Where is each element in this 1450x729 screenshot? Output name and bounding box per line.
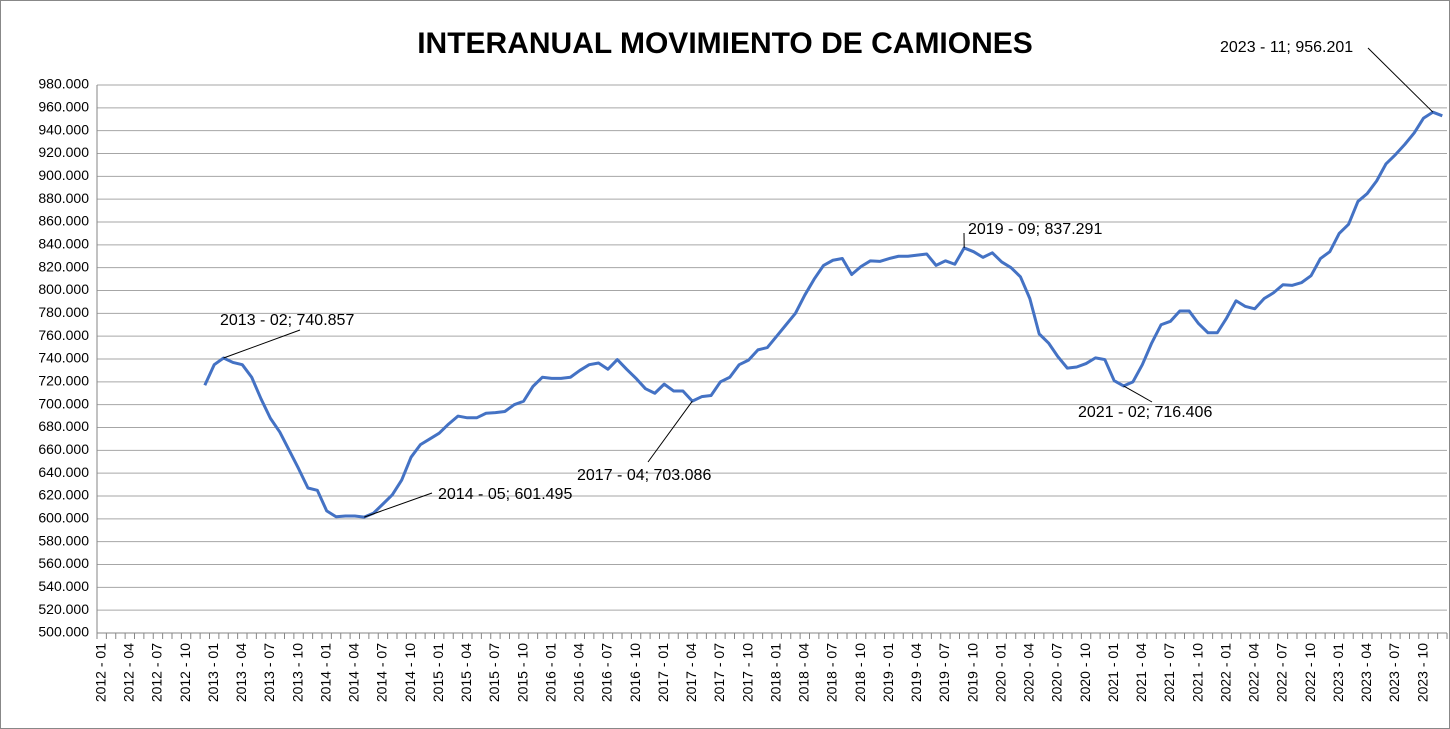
y-tick-label: 780.000 <box>38 304 89 320</box>
data-line <box>203 110 1443 519</box>
annotation: 2019 - 09; 837.291 <box>968 221 1102 238</box>
x-tick-label: 2023 - 04 <box>1358 643 1374 702</box>
y-tick-label: 500.000 <box>38 624 89 640</box>
x-tick-label: 2015 - 04 <box>458 643 474 702</box>
x-tick-label: 2017 - 10 <box>739 643 755 702</box>
y-tick-label: 540.000 <box>38 578 89 594</box>
y-tick-label: 920.000 <box>38 144 89 160</box>
annotation: 2013 - 02; 740.857 <box>220 312 354 329</box>
annotation-leader <box>364 492 433 518</box>
x-tick-label: 2013 - 04 <box>233 643 249 702</box>
x-tick-label: 2021 - 07 <box>1161 643 1177 702</box>
x-tick-label: 2016 - 04 <box>571 643 587 702</box>
y-tick-label: 660.000 <box>38 441 89 457</box>
x-tick-label: 2017 - 01 <box>655 643 671 702</box>
x-tick-label: 2021 - 01 <box>1105 643 1121 702</box>
x-tick-label: 2018 - 04 <box>796 643 812 702</box>
x-tick-label: 2014 - 04 <box>346 643 362 702</box>
y-tick-label: 800.000 <box>38 281 89 297</box>
y-tick-label: 900.000 <box>38 167 89 183</box>
x-tick-label: 2020 - 10 <box>1077 643 1093 702</box>
y-tick-label: 600.000 <box>38 510 89 526</box>
x-tick-label: 2014 - 01 <box>317 643 333 702</box>
annotation-leader <box>223 329 301 359</box>
x-tick-label: 2013 - 10 <box>289 643 305 702</box>
y-tick-label: 680.000 <box>38 418 89 434</box>
x-tick-label: 2022 - 04 <box>1246 643 1262 702</box>
chart-title: INTERANUAL MOVIMIENTO DE CAMIONES <box>417 27 1033 60</box>
annotation: 2023 - 11; 956.201 <box>1220 39 1353 56</box>
y-tick-label: 980.000 <box>38 76 89 92</box>
x-tick-label: 2017 - 07 <box>711 643 727 702</box>
y-tick-label: 760.000 <box>38 327 89 343</box>
x-tick-label: 2019 - 10 <box>964 643 980 702</box>
x-tick-label: 2012 - 07 <box>149 643 165 702</box>
x-tick-label: 2015 - 01 <box>430 643 446 702</box>
x-tick-label: 2020 - 07 <box>1049 643 1065 702</box>
x-tick-label: 2019 - 07 <box>936 643 952 702</box>
y-tick-label: 940.000 <box>38 121 89 137</box>
x-tick-label: 2015 - 10 <box>514 643 530 702</box>
y-tick-label: 700.000 <box>38 395 89 411</box>
x-tick-label: 2016 - 07 <box>599 643 615 702</box>
x-tick-label: 2022 - 07 <box>1274 643 1290 702</box>
x-tick-label: 2012 - 04 <box>121 643 137 702</box>
y-tick-label: 960.000 <box>38 99 89 115</box>
y-tick-label: 860.000 <box>38 213 89 229</box>
x-tick-label: 2016 - 01 <box>542 643 558 702</box>
y-tick-label: 720.000 <box>38 373 89 389</box>
x-tick-label: 2015 - 07 <box>486 643 502 702</box>
y-tick-label: 520.000 <box>38 601 89 617</box>
x-tick-label: 2019 - 01 <box>880 643 896 702</box>
x-tick-label: 2020 - 04 <box>1021 643 1037 702</box>
y-tick-label: 640.000 <box>38 464 89 480</box>
y-tick-label: 840.000 <box>38 236 89 252</box>
annotation: 2017 - 04; 703.086 <box>577 467 711 484</box>
x-tick-label: 2020 - 01 <box>992 643 1008 702</box>
x-tick-label: 2018 - 01 <box>767 643 783 702</box>
x-tick-label: 2021 - 10 <box>1189 643 1205 702</box>
x-tick-label: 2014 - 07 <box>374 643 390 702</box>
x-tick-label: 2013 - 01 <box>205 643 221 702</box>
y-tick-label: 580.000 <box>38 532 89 548</box>
x-tick-label: 2017 - 04 <box>683 643 699 702</box>
y-tick-label: 560.000 <box>38 555 89 571</box>
annotation-leader <box>647 400 693 463</box>
x-tick-label: 2012 - 10 <box>177 643 193 702</box>
x-tick-label: 2023 - 07 <box>1386 643 1402 702</box>
y-tick-label: 620.000 <box>38 487 89 503</box>
x-tick-label: 2021 - 04 <box>1133 643 1149 702</box>
x-tick-label: 2018 - 10 <box>852 643 868 702</box>
x-tick-label: 2022 - 01 <box>1217 643 1233 702</box>
annotation-leader <box>1123 385 1153 403</box>
y-tick-label: 880.000 <box>38 190 89 206</box>
x-tick-label: 2012 - 01 <box>92 643 108 702</box>
x-tick-label: 2022 - 10 <box>1302 643 1318 702</box>
x-tick-label: 2014 - 10 <box>402 643 418 702</box>
x-tick-label: 2013 - 07 <box>261 643 277 702</box>
x-tick-label: 2018 - 07 <box>824 643 840 702</box>
annotation: 2014 - 05; 601.495 <box>438 486 572 503</box>
x-tick-label: 2016 - 10 <box>627 643 643 702</box>
annotation-leader <box>1367 47 1434 113</box>
x-tick-label: 2023 - 10 <box>1414 643 1430 702</box>
y-tick-label: 820.000 <box>38 258 89 274</box>
x-tick-label: 2019 - 04 <box>908 643 924 702</box>
y-tick-label: 740.000 <box>38 350 89 366</box>
x-tick-label: 2023 - 01 <box>1330 643 1346 702</box>
annotation: 2021 - 02; 716.406 <box>1078 404 1212 421</box>
